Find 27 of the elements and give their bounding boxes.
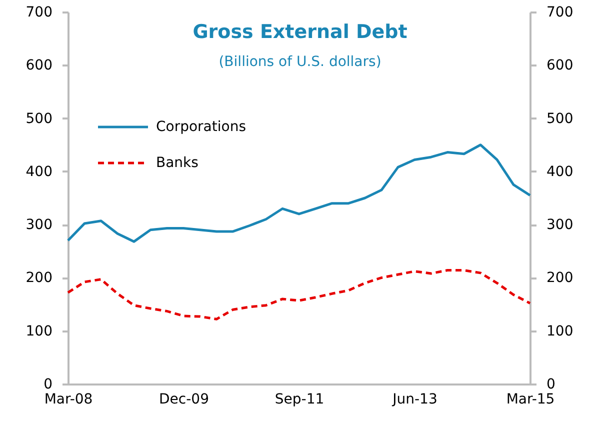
y2-tick-label: 700	[546, 4, 574, 20]
y-tick-label: 700	[26, 4, 52, 20]
y2-tick-label: 600	[546, 58, 574, 74]
y-tick-label: 600	[26, 58, 52, 74]
y2-tick-label: 400	[546, 164, 574, 180]
y-tick-label: 200	[26, 270, 52, 286]
y2-tick-label: 500	[546, 110, 574, 127]
x-tick-label: Mar-15	[506, 392, 555, 408]
y2-tick-label: 200	[546, 270, 574, 286]
x-tick-label: Mar-08	[44, 392, 93, 408]
y2-tick-label: 100	[546, 323, 574, 340]
line-series	[66, 269, 532, 320]
line-series	[66, 144, 532, 243]
y-tick-label: 500	[26, 110, 52, 127]
x-tick-label: Dec-09	[159, 392, 209, 408]
y-tick-label: 300	[26, 217, 52, 234]
y-tick-label: 400	[26, 164, 52, 180]
x-tick-label: Jun-13	[392, 392, 438, 408]
y2-tick-label: 300	[546, 217, 574, 234]
text: Gross External Debt	[192, 21, 408, 43]
text: (Billions of U.S. dollars)	[218, 54, 382, 70]
legend-label: Corporations	[156, 119, 246, 135]
legend-label: Banks	[156, 155, 198, 171]
y-tick-label: 100	[26, 323, 52, 340]
x-tick-label: Sep-11	[274, 392, 324, 408]
y2-tick-label: 0	[546, 376, 556, 392]
y-tick-label: 0	[44, 376, 52, 392]
